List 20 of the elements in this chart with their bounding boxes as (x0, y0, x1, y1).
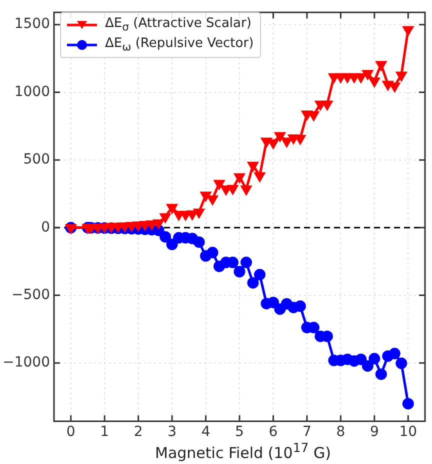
x-tick-label: 10 (399, 424, 418, 440)
y-tick-label: −1000 (2, 354, 50, 371)
legend-label: ΔE$_{σ}$ (Attractive Scalar) (105, 16, 252, 34)
x-tick-label: 7 (302, 424, 312, 440)
x-tick-label: 3 (168, 424, 177, 440)
x-tick-label: 2 (134, 424, 143, 440)
x-tick-label: 9 (370, 424, 379, 440)
legend-label: ΔE$_{ω}$ (Repulsive Vector) (105, 36, 254, 54)
x-tick-label: 5 (235, 424, 244, 440)
y-tick-label: −500 (12, 286, 50, 303)
y-tick-label: 1000 (14, 84, 50, 100)
x-tick-label: 4 (201, 424, 210, 440)
x-tick-label: 0 (66, 424, 76, 440)
x-tick-label: 6 (268, 424, 278, 440)
x-tick-label: 8 (336, 424, 346, 440)
x-axis-title: Magnetic Field (10$^{17}$ G) (154, 440, 332, 462)
y-tick-label: 500 (23, 152, 50, 168)
y-tick-label: 1500 (14, 16, 50, 32)
x-tick-label: 1 (100, 424, 110, 440)
y-tick-label: 0 (41, 219, 50, 236)
